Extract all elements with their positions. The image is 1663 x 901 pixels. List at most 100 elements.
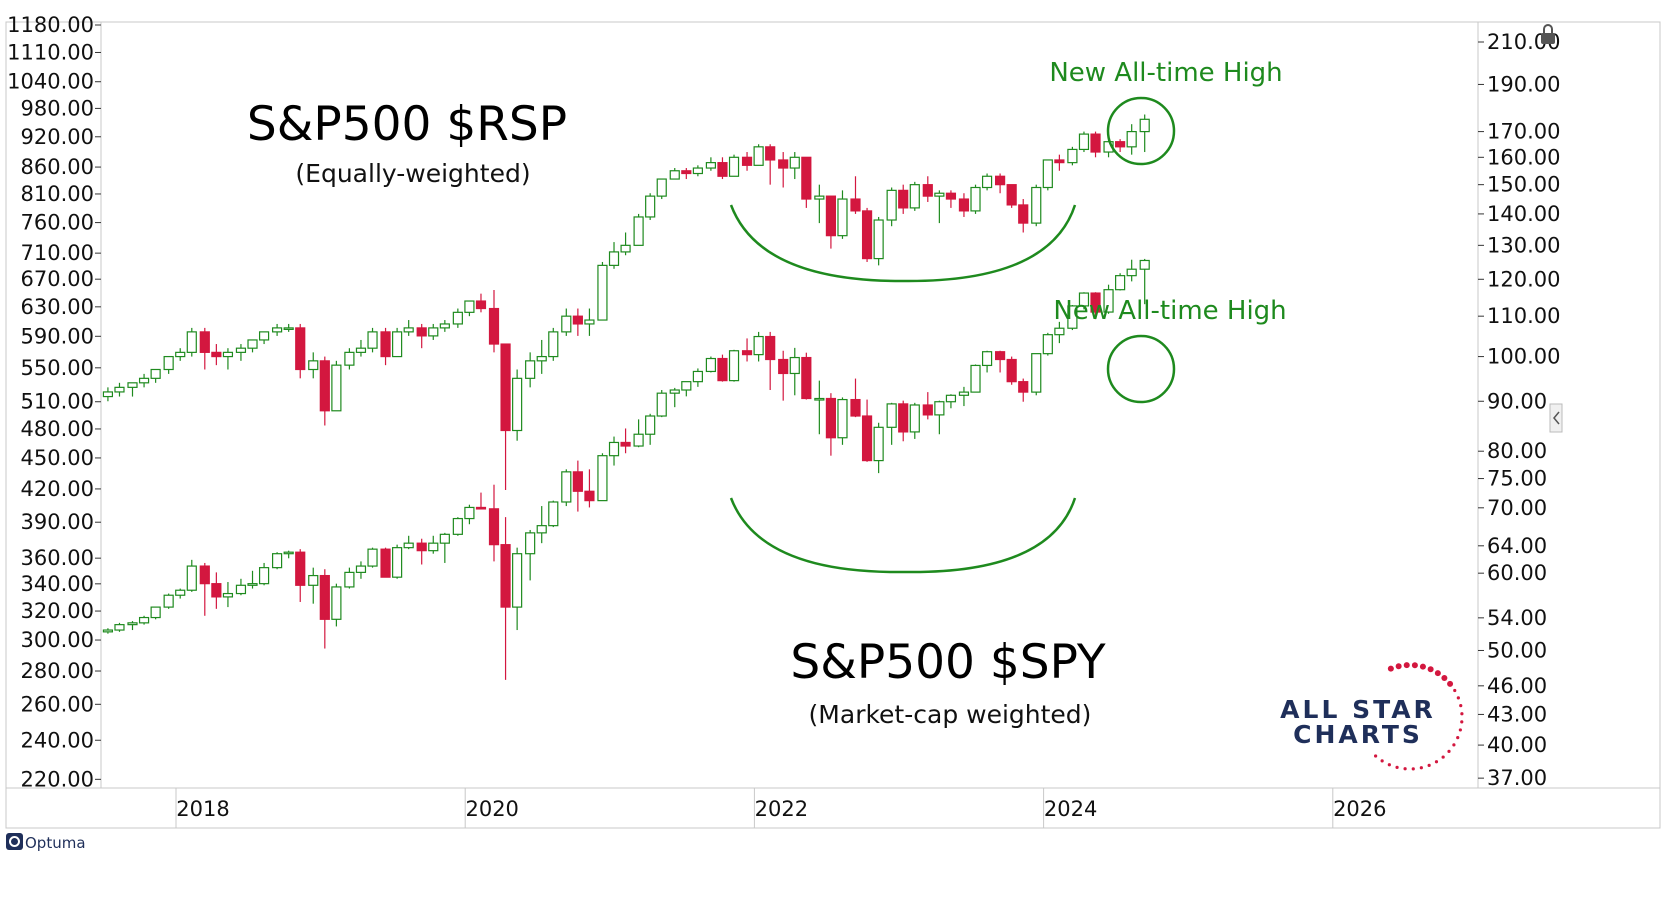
right-tick-label: 100.00	[1487, 345, 1560, 369]
right-price-axis: 210.00190.00170.00160.00150.00140.00130.…	[1478, 30, 1560, 790]
optuma-label: Optuma	[25, 834, 86, 852]
spy-candle	[633, 433, 644, 447]
rsp-candle	[1067, 148, 1078, 164]
spy-candle	[765, 335, 776, 361]
rsp-candle	[1126, 130, 1137, 148]
right-tick-label: 46.00	[1487, 674, 1547, 698]
rsp-candle	[114, 386, 125, 393]
spy-candle	[778, 358, 789, 375]
spy-candle	[620, 441, 631, 447]
left-tick-label: 670.00	[21, 267, 94, 291]
rsp-candle	[572, 315, 583, 325]
left-tick-label: 1110.00	[7, 40, 94, 64]
spy-candle	[271, 553, 283, 569]
left-tick-label: 420.00	[21, 477, 94, 501]
collapse-panel-icon[interactable]	[1549, 403, 1563, 433]
rsp-candle	[403, 327, 414, 333]
spy-candle	[452, 517, 463, 535]
rsp-candle	[837, 198, 848, 237]
spy-candle	[1126, 268, 1137, 277]
spy-candle	[981, 351, 993, 367]
spy-candle	[186, 565, 197, 591]
spy-candle	[488, 508, 500, 546]
spy-candle	[428, 542, 439, 552]
logo-star	[1458, 728, 1462, 732]
right-tick-label: 130.00	[1487, 233, 1560, 257]
spy-candle	[319, 574, 330, 620]
rsp-candle	[873, 219, 884, 260]
spy-candle	[308, 574, 319, 586]
spy-candle	[728, 350, 740, 382]
spy-candle	[536, 525, 547, 534]
right-tick-label: 75.00	[1487, 467, 1547, 491]
rsp-candle	[258, 331, 270, 341]
spy-candle	[331, 586, 342, 620]
spy-candle	[258, 567, 270, 585]
rsp-candle	[222, 351, 234, 358]
spy-candle	[1006, 358, 1017, 383]
left-tick-label: 590.00	[21, 324, 94, 348]
spy-candle	[211, 583, 222, 598]
spy-candle	[1042, 334, 1053, 355]
rsp-candle	[981, 175, 993, 189]
year-label-2018: 2018	[176, 797, 229, 821]
spy-candle	[1078, 292, 1090, 307]
spy-candle	[692, 370, 703, 383]
spy-candle	[645, 415, 656, 435]
spy-candle	[1054, 327, 1065, 336]
right-tick-label: 50.00	[1487, 638, 1547, 662]
left-tick-label: 320.00	[21, 599, 94, 623]
all-star-charts-logo: ALL STAR CHARTS	[1280, 662, 1464, 771]
spy-candle	[898, 403, 909, 433]
logo-star	[1387, 763, 1391, 767]
logo-line-1: ALL STAR	[1280, 695, 1436, 724]
rsp-candle	[163, 355, 174, 371]
rsp-candle	[475, 300, 487, 310]
spy-subtitle: (Market-cap weighted)	[809, 700, 1092, 729]
right-tick-label: 90.00	[1487, 389, 1547, 413]
rsp-candle	[922, 184, 933, 197]
right-tick-label: 37.00	[1487, 766, 1547, 790]
spy-candle	[367, 548, 378, 567]
rsp-candle	[633, 216, 644, 246]
rsp-candle	[308, 360, 319, 371]
logo-star	[1453, 688, 1457, 693]
spy-candle	[1103, 289, 1114, 313]
spy-candle	[608, 441, 620, 457]
spy-candle	[909, 404, 920, 433]
spy-candle	[380, 548, 391, 578]
rsp-candle	[367, 331, 378, 349]
spy-candle	[1031, 353, 1042, 393]
left-tick-label: 360.00	[21, 546, 94, 570]
logo-star	[1387, 665, 1394, 672]
logo-star	[1447, 680, 1454, 687]
spy-candle	[1067, 305, 1078, 329]
right-tick-label: 140.00	[1487, 202, 1560, 226]
spy-candle	[561, 471, 572, 503]
rsp-candle	[500, 343, 511, 432]
rsp-candle	[319, 360, 330, 412]
rsp-candle	[1031, 186, 1042, 224]
spy-candle	[464, 506, 475, 520]
spy-candle	[247, 583, 258, 586]
right-tick-label: 190.00	[1487, 72, 1560, 96]
rsp-candle	[344, 351, 355, 366]
left-tick-label: 710.00	[21, 241, 94, 265]
rsp-candle	[608, 251, 620, 266]
spy-candle	[283, 551, 294, 555]
logo-star	[1427, 666, 1434, 673]
rsp-candle	[452, 311, 463, 325]
spy-candle	[656, 392, 667, 417]
year-grid	[175, 788, 1334, 828]
rsp-candle	[355, 347, 367, 353]
logo-star	[1441, 674, 1448, 681]
spy-title: S&P500 $SPY	[790, 635, 1106, 690]
spy-candles	[102, 258, 1150, 680]
rsp-candle	[1078, 133, 1090, 151]
spy-candle	[1018, 381, 1029, 393]
logo-line-2: CHARTS	[1293, 720, 1423, 749]
rsp-ath-circle	[1106, 96, 1176, 166]
left-tick-label: 480.00	[21, 417, 94, 441]
lock-icon[interactable]	[1541, 24, 1555, 44]
